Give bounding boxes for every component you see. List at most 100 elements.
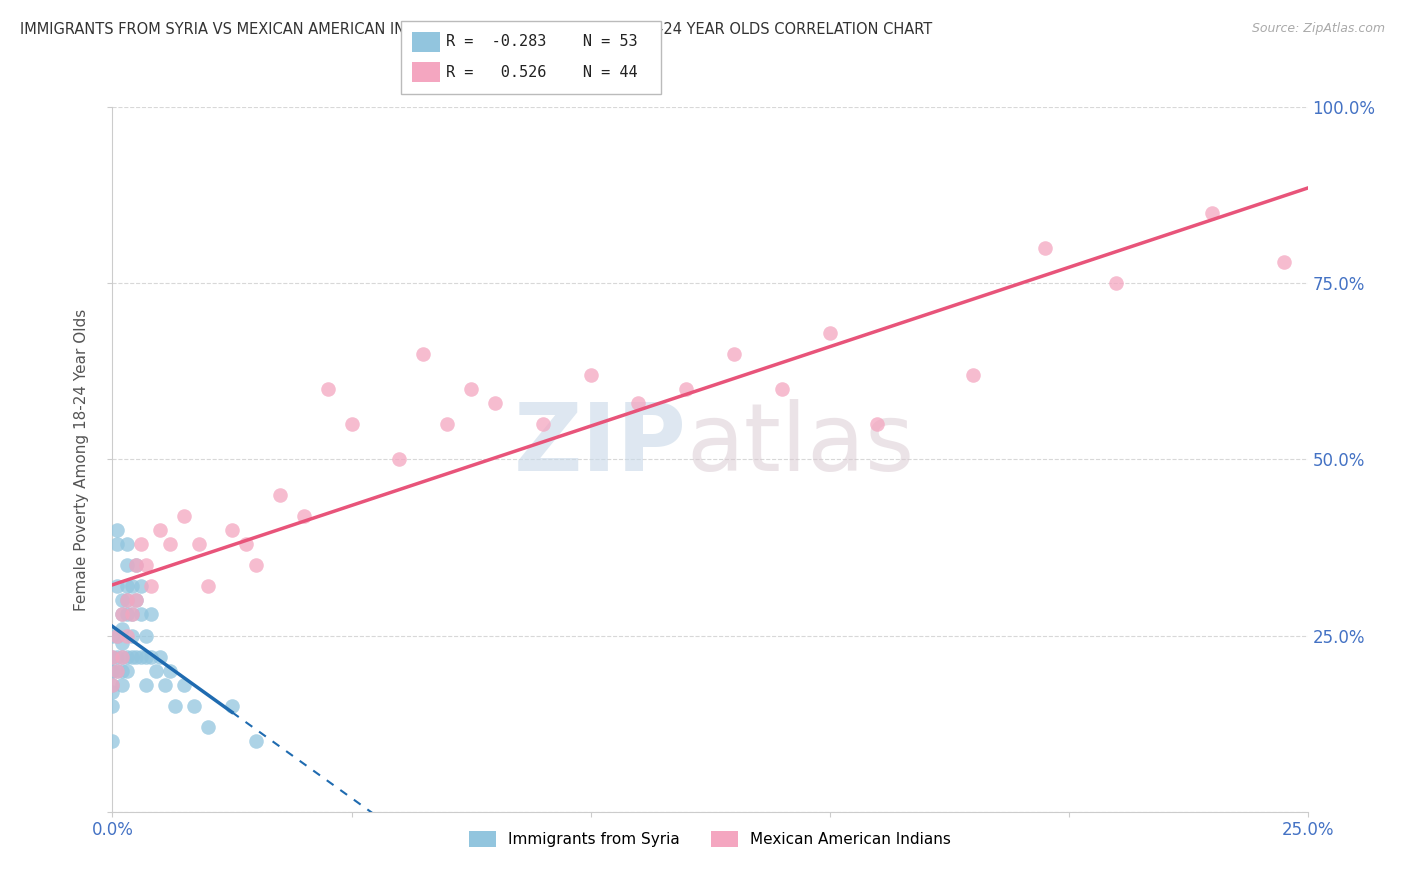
Point bbox=[139, 607, 162, 622]
Text: atlas: atlas bbox=[686, 400, 914, 491]
Point bbox=[129, 537, 152, 551]
Point bbox=[125, 558, 148, 573]
Point bbox=[139, 579, 162, 593]
Point bbox=[125, 593, 148, 607]
Point bbox=[135, 678, 157, 692]
Point bbox=[105, 628, 128, 642]
Point bbox=[105, 649, 128, 664]
Point bbox=[388, 452, 411, 467]
Point bbox=[1033, 241, 1056, 255]
Point bbox=[121, 649, 143, 664]
Point bbox=[145, 664, 167, 678]
Text: R =   0.526    N = 44: R = 0.526 N = 44 bbox=[446, 65, 637, 79]
Point bbox=[101, 649, 124, 664]
Point bbox=[962, 368, 984, 382]
Legend: Immigrants from Syria, Mexican American Indians: Immigrants from Syria, Mexican American … bbox=[463, 825, 957, 854]
Point bbox=[221, 699, 243, 714]
Point bbox=[135, 649, 157, 664]
Point bbox=[111, 593, 134, 607]
Point bbox=[115, 558, 138, 573]
Point bbox=[1272, 255, 1295, 269]
Point bbox=[436, 417, 458, 431]
Point bbox=[121, 607, 143, 622]
Point bbox=[627, 396, 650, 410]
Point bbox=[153, 678, 176, 692]
Point bbox=[531, 417, 554, 431]
Point bbox=[135, 558, 157, 573]
Point bbox=[235, 537, 257, 551]
Point bbox=[723, 346, 745, 360]
Point bbox=[163, 699, 186, 714]
Point bbox=[105, 537, 128, 551]
Point bbox=[197, 720, 219, 734]
Point bbox=[101, 734, 124, 748]
Point bbox=[121, 579, 143, 593]
Point bbox=[105, 579, 128, 593]
Point bbox=[121, 628, 143, 642]
Point bbox=[111, 607, 134, 622]
Point bbox=[818, 326, 841, 340]
Point bbox=[245, 558, 267, 573]
Point bbox=[111, 622, 134, 636]
Point bbox=[101, 685, 124, 699]
Point bbox=[125, 593, 148, 607]
Point bbox=[115, 579, 138, 593]
Point bbox=[316, 382, 339, 396]
Point bbox=[111, 678, 134, 692]
Point bbox=[129, 579, 152, 593]
Point bbox=[159, 664, 181, 678]
Point bbox=[173, 678, 195, 692]
Point bbox=[159, 537, 181, 551]
Point bbox=[197, 579, 219, 593]
Point bbox=[149, 523, 172, 537]
Point bbox=[579, 368, 602, 382]
Point bbox=[1105, 277, 1128, 291]
Point bbox=[675, 382, 697, 396]
Point bbox=[129, 607, 152, 622]
Point bbox=[221, 523, 243, 537]
Point bbox=[340, 417, 363, 431]
Point bbox=[125, 558, 148, 573]
Point bbox=[866, 417, 889, 431]
Point bbox=[101, 699, 124, 714]
Text: R =  -0.283    N = 53: R = -0.283 N = 53 bbox=[446, 35, 637, 49]
Point bbox=[129, 649, 152, 664]
Point bbox=[111, 649, 134, 664]
Point bbox=[101, 678, 124, 692]
Point bbox=[412, 346, 434, 360]
Point bbox=[484, 396, 506, 410]
Point bbox=[115, 664, 138, 678]
Point bbox=[105, 664, 128, 678]
Point bbox=[101, 649, 124, 664]
Point bbox=[292, 508, 315, 523]
Point bbox=[245, 734, 267, 748]
Point bbox=[105, 523, 128, 537]
Point bbox=[460, 382, 482, 396]
Point bbox=[111, 649, 134, 664]
Point bbox=[105, 664, 128, 678]
Text: IMMIGRANTS FROM SYRIA VS MEXICAN AMERICAN INDIAN FEMALE POVERTY AMONG 18-24 YEAR: IMMIGRANTS FROM SYRIA VS MEXICAN AMERICA… bbox=[20, 22, 932, 37]
Point bbox=[139, 649, 162, 664]
Point bbox=[101, 664, 124, 678]
Point bbox=[121, 607, 143, 622]
Point bbox=[149, 649, 172, 664]
Text: Source: ZipAtlas.com: Source: ZipAtlas.com bbox=[1251, 22, 1385, 36]
Point bbox=[125, 649, 148, 664]
Text: ZIP: ZIP bbox=[513, 400, 686, 491]
Point bbox=[111, 635, 134, 649]
Point bbox=[115, 593, 138, 607]
Point bbox=[187, 537, 209, 551]
Point bbox=[115, 537, 138, 551]
Y-axis label: Female Poverty Among 18-24 Year Olds: Female Poverty Among 18-24 Year Olds bbox=[75, 309, 89, 610]
Point bbox=[115, 607, 138, 622]
Point bbox=[173, 508, 195, 523]
Point bbox=[115, 628, 138, 642]
Point bbox=[101, 628, 124, 642]
Point bbox=[115, 649, 138, 664]
Point bbox=[1201, 205, 1223, 219]
Point bbox=[183, 699, 205, 714]
Point bbox=[105, 628, 128, 642]
Point bbox=[111, 664, 134, 678]
Point bbox=[101, 664, 124, 678]
Point bbox=[135, 628, 157, 642]
